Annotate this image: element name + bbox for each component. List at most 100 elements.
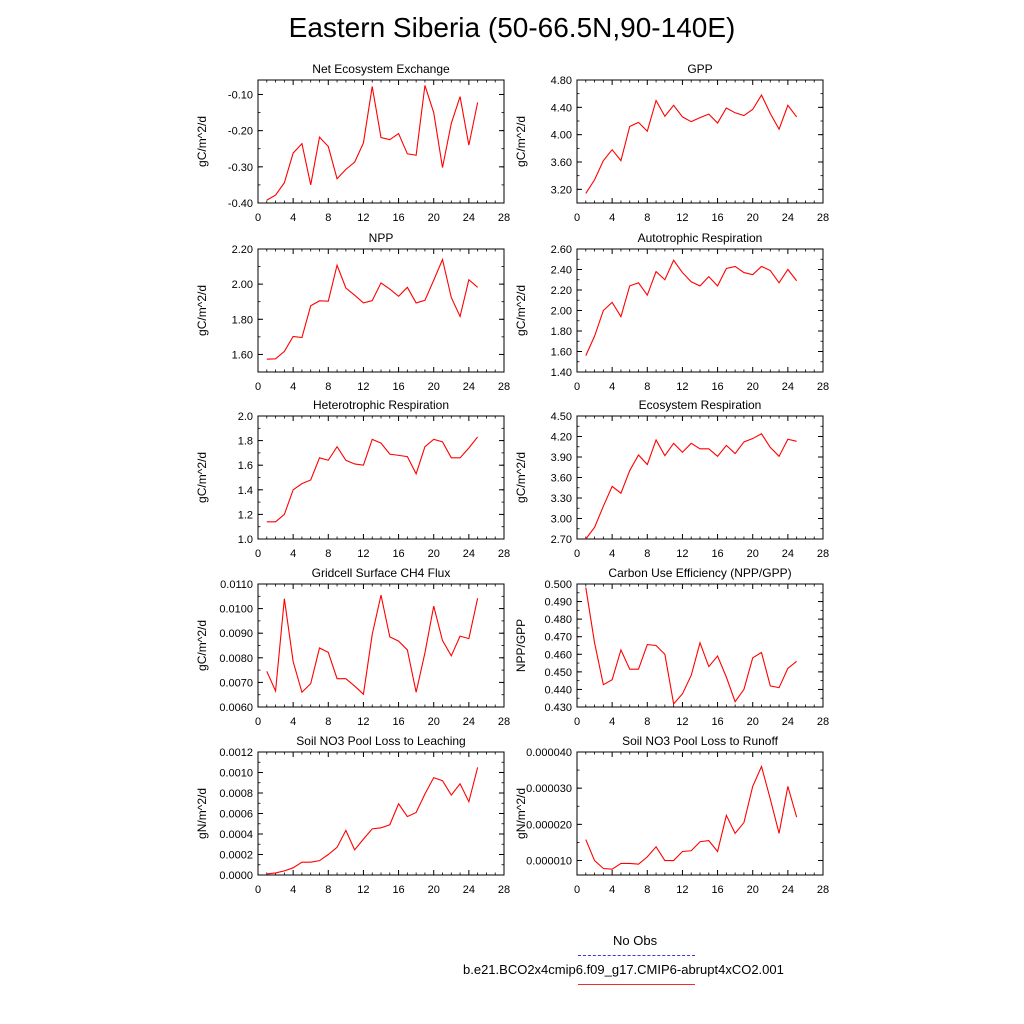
y-axis-label: gC/m^2/d [514, 452, 528, 503]
y-tick-label: 0.0060 [219, 702, 253, 714]
x-tick-label: 8 [325, 884, 331, 896]
legend-line-model-run [578, 984, 695, 985]
x-tick-label: 12 [357, 381, 369, 393]
x-tick-label: 16 [711, 381, 723, 393]
x-tick-label: 0 [574, 548, 580, 560]
chart-title: Gridcell Surface CH4 Flux [312, 566, 451, 580]
x-tick-label: 0 [255, 381, 261, 393]
x-tick-label: 4 [290, 716, 296, 728]
x-tick-label: 24 [463, 212, 475, 224]
x-tick-label: 8 [325, 381, 331, 393]
x-tick-label: 24 [463, 548, 475, 560]
y-tick-label: 1.60 [551, 347, 572, 359]
series-line [266, 85, 479, 201]
y-tick-label: 2.00 [551, 306, 572, 318]
y-tick-label: 4.00 [551, 130, 572, 142]
plot-frame [257, 583, 505, 708]
x-tick-label: 28 [817, 548, 829, 560]
x-tick-label: 4 [290, 548, 296, 560]
x-tick-label: 12 [357, 212, 369, 224]
y-tick-label: 1.80 [232, 314, 253, 326]
chart-panel-10: Soil NO3 Pool Loss to Runoff gN/m^2/d 0 4 8 1… [514, 734, 829, 896]
series-line [585, 764, 798, 870]
x-tick-label: 16 [392, 884, 404, 896]
y-tick-label: 0.000010 [526, 856, 572, 868]
x-tick-label: 28 [498, 381, 510, 393]
y-tick-label: 2.00 [232, 279, 253, 291]
x-tick-label: 4 [609, 548, 615, 560]
y-tick-label: 2.60 [551, 244, 572, 256]
x-tick-label: 8 [644, 212, 650, 224]
y-tick-label: -0.20 [228, 126, 253, 138]
y-axis-label: gC/m^2/d [195, 452, 209, 503]
y-tick-label: 0.490 [544, 597, 572, 609]
legend-line-no-obs [578, 955, 695, 956]
x-tick-label: 28 [498, 884, 510, 896]
x-tick-label: 16 [392, 716, 404, 728]
plot-frame [257, 248, 505, 373]
y-tick-label: 1.60 [232, 349, 253, 361]
x-tick-label: 4 [609, 716, 615, 728]
y-tick-label: 2.70 [551, 534, 572, 546]
plot-frame [257, 415, 505, 540]
x-tick-label: 24 [782, 212, 794, 224]
chart-panel-5: Heterotrophic Respiration gC/m^2/d 0 4 8 12 16… [195, 398, 510, 560]
plot-frame [576, 415, 824, 540]
x-tick-label: 4 [609, 381, 615, 393]
y-tick-label: 1.8 [238, 436, 253, 448]
y-tick-label: 1.4 [238, 485, 253, 497]
y-axis-label: gN/m^2/d [195, 788, 209, 839]
y-tick-label: 0.450 [544, 667, 572, 679]
x-tick-label: 24 [782, 716, 794, 728]
chart-title: Heterotrophic Respiration [313, 398, 449, 412]
x-tick-label: 4 [290, 884, 296, 896]
x-tick-label: 28 [498, 212, 510, 224]
y-tick-label: 4.80 [551, 75, 572, 87]
chart-title: Soil NO3 Pool Loss to Leaching [296, 734, 465, 748]
x-tick-label: 12 [676, 212, 688, 224]
y-tick-label: 0.0090 [219, 628, 253, 640]
series-line [266, 436, 479, 523]
x-tick-label: 0 [574, 716, 580, 728]
y-axis-label: NPP/GPP [514, 619, 528, 672]
chart-title: Ecosystem Respiration [639, 398, 762, 412]
y-tick-label: 0.0070 [219, 677, 253, 689]
x-tick-label: 12 [676, 381, 688, 393]
x-tick-label: 8 [325, 548, 331, 560]
y-tick-label: 4.20 [551, 432, 572, 444]
y-axis-label: gC/m^2/d [195, 285, 209, 336]
x-tick-label: 24 [463, 381, 475, 393]
chart-title: GPP [687, 62, 712, 76]
x-tick-label: 0 [255, 548, 261, 560]
chart-panel-6: Ecosystem Respiration gC/m^2/d 0 4 8 12 16 20 24… [514, 398, 829, 560]
x-tick-label: 28 [817, 381, 829, 393]
x-tick-label: 20 [747, 716, 759, 728]
x-tick-label: 12 [676, 716, 688, 728]
x-tick-label: 28 [498, 716, 510, 728]
x-tick-label: 20 [747, 212, 759, 224]
y-tick-label: 4.50 [551, 411, 572, 423]
y-tick-label: 3.60 [551, 473, 572, 485]
x-tick-label: 16 [392, 212, 404, 224]
y-tick-label: 1.40 [551, 367, 572, 379]
y-tick-label: 1.0 [238, 534, 253, 546]
x-tick-label: 24 [782, 884, 794, 896]
x-tick-label: 24 [782, 548, 794, 560]
legend-label-no-obs: No Obs [613, 933, 658, 948]
chart-panel-2: GPP gC/m^2/d 0 4 8 12 16 20 24 28 3.20 3.60 4.00 4.40… [514, 62, 829, 224]
series-line [585, 433, 797, 540]
chart-panel-7: Gridcell Surface CH4 Flux gC/m^2/d 0 4 8 12 16… [195, 566, 510, 728]
series-line [266, 594, 479, 696]
x-tick-label: 16 [392, 548, 404, 560]
y-tick-label: 0.0080 [219, 653, 253, 665]
y-tick-label: 3.90 [551, 452, 572, 464]
x-tick-label: 28 [817, 212, 829, 224]
y-tick-label: 2.40 [551, 265, 572, 277]
y-tick-label: 0.0010 [219, 768, 253, 780]
plot-frame [257, 79, 505, 204]
y-tick-label: 4.40 [551, 102, 572, 114]
x-tick-label: 8 [325, 212, 331, 224]
y-tick-label: 3.30 [551, 493, 572, 505]
x-tick-label: 12 [357, 884, 369, 896]
